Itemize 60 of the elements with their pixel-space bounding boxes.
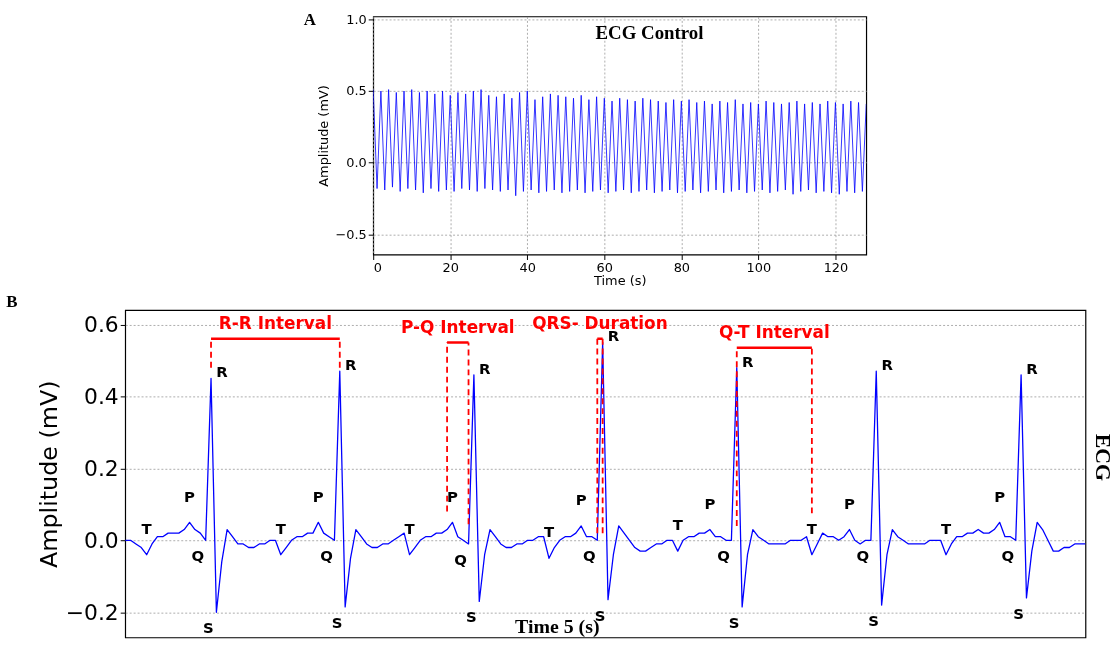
series-label: R-R Interval	[218, 312, 332, 333]
y-tick-label: 0.6	[84, 311, 119, 337]
data-label: R	[1026, 359, 1039, 378]
data-label: P	[184, 487, 196, 506]
data-label: Q	[191, 547, 205, 566]
y-tick-label: 0.4	[84, 383, 119, 409]
x-tick-label: 20	[442, 259, 459, 275]
data-label: T	[672, 516, 684, 535]
data-label: T	[806, 519, 818, 538]
data-label: P	[575, 491, 587, 510]
data-label: Q	[1001, 547, 1015, 566]
series-label: Q-T Interval	[718, 321, 830, 342]
series-label: P-Q Interval	[401, 316, 515, 337]
chart-title: ECG Control	[595, 22, 704, 44]
y-tick-label: 0.0	[84, 527, 119, 553]
data-label: P	[446, 487, 458, 506]
data-label: S	[331, 613, 343, 632]
data-label: P	[704, 494, 716, 513]
y2-axis-title: ECG	[1091, 433, 1116, 482]
data-label: S	[203, 619, 214, 638]
data-label: P	[994, 487, 1006, 506]
y-axis-title: Amplitude (mV)	[316, 85, 332, 187]
y-tick-label: −0.2	[65, 599, 119, 625]
data-label: S	[728, 613, 740, 632]
data-label: S	[868, 611, 880, 630]
line-series	[373, 89, 867, 197]
y-tick-label: 0.5	[346, 83, 367, 99]
x-tick-label: 40	[519, 259, 536, 275]
data-label: Q	[320, 547, 333, 566]
y-axis-title: Amplitude (mV)	[34, 380, 63, 569]
x-tick-label: 80	[673, 259, 691, 275]
data-label: T	[275, 519, 287, 538]
x-tick-label: 120	[823, 259, 849, 275]
data-label: R	[216, 363, 229, 382]
data-label: R	[479, 359, 492, 378]
data-label: T	[940, 519, 952, 538]
y-tick-label: 0.0	[346, 155, 367, 171]
data-label: S	[465, 608, 477, 627]
data-label: Q	[717, 547, 730, 566]
data-label: P	[843, 494, 855, 513]
y-tick-label: 1.0	[346, 11, 367, 27]
data-label: R	[881, 356, 894, 375]
data-label: R	[741, 352, 754, 371]
y-tick-label: −0.5	[335, 226, 367, 242]
data-label: S	[1013, 604, 1024, 623]
data-label: Q	[454, 550, 467, 569]
text: A	[303, 10, 317, 30]
y-tick-label: 0.2	[84, 455, 119, 481]
x-tick-label: 0	[373, 259, 382, 275]
data-label: T	[141, 519, 153, 538]
x-tick-label: 60	[596, 259, 613, 275]
data-label: Q	[583, 547, 596, 566]
data-label: T	[404, 519, 416, 538]
x-tick-label: 100	[746, 259, 772, 275]
x-axis-title: Time (s)	[593, 272, 647, 288]
data-label: Q	[856, 547, 870, 566]
data-label: T	[543, 523, 555, 542]
data-label: P	[312, 487, 324, 506]
data-label: R	[344, 356, 357, 375]
text: B	[6, 292, 18, 312]
